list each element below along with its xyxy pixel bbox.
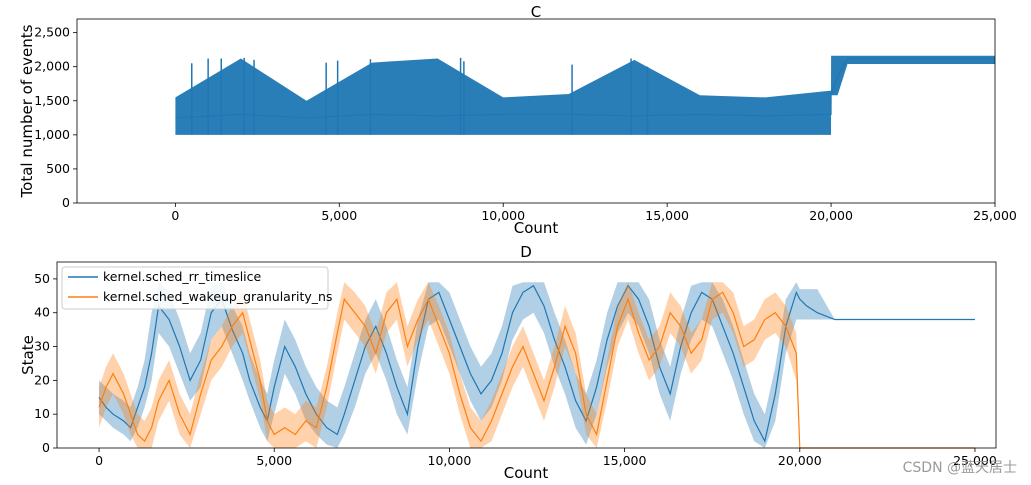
panel-d-yticks: 0 10 20 30 40 50: [34, 271, 57, 455]
panel-d-xlabel: Count: [504, 464, 549, 482]
x-tick-label: 20,000: [809, 208, 853, 223]
series-2-band: [99, 282, 975, 448]
panel-d-axes-frame: [56, 261, 997, 449]
series-1-line: [98, 284, 975, 443]
y-tick-label: 40: [34, 305, 50, 320]
x-tick-label: 20,000: [778, 453, 822, 468]
y-tick-label: 0: [42, 440, 50, 455]
x-tick-label: 10,000: [481, 208, 525, 223]
y-tick-label: 2,000: [34, 59, 70, 74]
series-1-line: [175, 57, 995, 119]
y-tick-label: 10: [34, 406, 50, 421]
legend-label-series-2: kernel.sched_wakeup_granularity_ns: [103, 289, 332, 304]
series-2-line: [98, 291, 975, 449]
y-tick-label: 500: [46, 161, 70, 176]
x-tick-label: 25,000: [953, 453, 997, 468]
watermark: CSDN @蓝天居士: [902, 460, 1017, 476]
panel-d-ylabel: State: [19, 335, 37, 375]
panel-d-marks: [98, 282, 975, 449]
panel-c-yticks: 0 500 1,000 1,500 2,000 2,500: [34, 25, 77, 210]
x-tick-label: 25,000: [973, 208, 1017, 223]
y-tick-label: 50: [34, 271, 50, 286]
y-tick-label: 1,000: [34, 127, 70, 142]
y-tick-label: 1,500: [34, 93, 70, 108]
x-tick-label: 0: [171, 208, 179, 223]
x-tick-label: 15,000: [603, 453, 647, 468]
panel-d-xticks: 0 5,000 10,000 15,000 20,000 25,000: [95, 448, 997, 468]
legend-box: [61, 266, 329, 310]
x-tick-label: 15,000: [645, 208, 689, 223]
panel-c-marks: [175, 55, 995, 135]
series-1-band: [99, 282, 975, 448]
panel-c: C 0 5,000 10,000 15,000 20,000 25,000 0 500 1,0…: [18, 3, 1017, 237]
series-1-band: [175, 55, 995, 135]
x-tick-label: 5,000: [256, 453, 292, 468]
legend-label-series-1: kernel.sched_rr_timeslice: [103, 269, 262, 284]
panel-c-title: C: [531, 3, 541, 21]
y-tick-label: 2,500: [34, 25, 70, 40]
x-tick-label: 5,000: [321, 208, 357, 223]
panel-c-xticks: 0 5,000 10,000 15,000 20,000 25,000: [171, 203, 1017, 223]
panel-c-ylabel: Total number of events: [18, 24, 36, 198]
x-tick-label: 10,000: [428, 453, 472, 468]
y-tick-label: 20: [34, 372, 50, 387]
panel-d: D 0 5,000 10,000 15,000 20,000 25,000 0 10 20 30…: [19, 243, 997, 482]
panel-d-title: D: [520, 243, 532, 261]
y-tick-label: 0: [62, 195, 70, 210]
x-tick-label: 0: [95, 453, 103, 468]
panel-c-xlabel: Count: [514, 219, 559, 237]
legend: kernel.sched_rr_timeslice kernel.sched_w…: [61, 266, 332, 310]
panel-c-axes-frame: [76, 18, 996, 204]
y-tick-label: 30: [34, 339, 50, 354]
